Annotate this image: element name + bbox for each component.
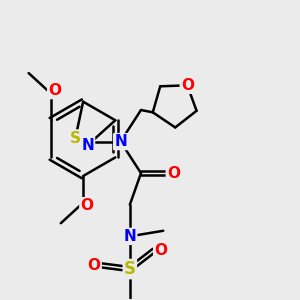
Text: O: O (80, 198, 93, 213)
Text: N: N (81, 138, 94, 153)
Text: N: N (114, 134, 127, 149)
Text: O: O (154, 243, 167, 258)
Text: S: S (70, 130, 81, 146)
Text: O: O (88, 258, 101, 273)
Text: O: O (48, 83, 61, 98)
Text: O: O (167, 166, 180, 181)
Text: N: N (124, 229, 136, 244)
Text: O: O (181, 78, 194, 93)
Text: S: S (124, 260, 136, 278)
